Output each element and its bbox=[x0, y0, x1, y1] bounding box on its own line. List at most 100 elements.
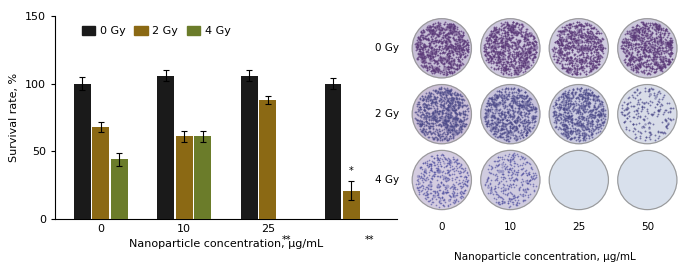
Point bbox=[621, 37, 632, 41]
Point bbox=[631, 63, 642, 68]
Point bbox=[563, 88, 574, 92]
Point bbox=[588, 115, 599, 119]
Point bbox=[568, 102, 579, 106]
Point bbox=[523, 111, 534, 115]
Text: 4 Gy: 4 Gy bbox=[375, 175, 399, 185]
Point bbox=[581, 136, 592, 140]
Point bbox=[649, 133, 660, 138]
Point bbox=[523, 39, 534, 44]
Point bbox=[421, 116, 432, 120]
Point bbox=[501, 67, 512, 71]
Point bbox=[513, 57, 524, 61]
Point bbox=[632, 62, 643, 66]
Point bbox=[446, 124, 457, 128]
Point bbox=[573, 50, 584, 54]
Point bbox=[454, 62, 465, 67]
Point bbox=[658, 26, 669, 30]
Point bbox=[576, 97, 587, 101]
Point bbox=[594, 115, 605, 119]
Point bbox=[514, 120, 525, 124]
Point bbox=[453, 106, 464, 110]
Point bbox=[575, 65, 586, 69]
Point bbox=[445, 130, 456, 134]
Point bbox=[445, 23, 456, 27]
Point bbox=[521, 107, 532, 111]
Point bbox=[438, 120, 449, 124]
Point bbox=[578, 124, 589, 128]
Point bbox=[582, 33, 593, 38]
Point bbox=[412, 52, 423, 56]
Point bbox=[585, 47, 596, 51]
Point bbox=[623, 61, 634, 65]
Point bbox=[660, 64, 671, 68]
Point bbox=[507, 89, 518, 94]
Point bbox=[584, 91, 595, 95]
Point bbox=[427, 88, 438, 92]
Point bbox=[434, 39, 445, 44]
Point bbox=[453, 103, 464, 107]
Point bbox=[453, 103, 464, 107]
Point bbox=[444, 120, 455, 124]
Point bbox=[647, 42, 658, 46]
Point bbox=[527, 124, 538, 129]
Point bbox=[562, 25, 573, 29]
Point bbox=[665, 118, 676, 122]
Point bbox=[434, 23, 445, 27]
Point bbox=[424, 64, 435, 68]
Point bbox=[666, 57, 677, 61]
Point bbox=[564, 65, 575, 70]
Point bbox=[508, 164, 519, 168]
Point bbox=[524, 128, 535, 132]
Point bbox=[573, 116, 584, 120]
Point bbox=[445, 65, 456, 69]
Point bbox=[444, 44, 455, 48]
Point bbox=[504, 38, 515, 42]
Point bbox=[516, 34, 527, 39]
Point bbox=[493, 195, 503, 199]
Point bbox=[556, 43, 566, 48]
Point bbox=[425, 98, 436, 103]
Point bbox=[518, 59, 529, 63]
Point bbox=[422, 55, 433, 59]
Point bbox=[551, 101, 562, 106]
Point bbox=[508, 97, 519, 102]
Point bbox=[499, 153, 510, 158]
Point bbox=[452, 131, 463, 136]
Point bbox=[501, 95, 512, 99]
Point bbox=[556, 64, 567, 68]
Point bbox=[483, 101, 494, 105]
Point bbox=[597, 49, 608, 54]
Point bbox=[508, 168, 519, 172]
Point bbox=[485, 164, 496, 168]
Point bbox=[501, 58, 512, 63]
Point bbox=[574, 23, 585, 27]
Point bbox=[645, 65, 656, 69]
Point bbox=[643, 26, 654, 30]
Point bbox=[419, 34, 430, 38]
Point bbox=[443, 38, 454, 42]
Point bbox=[495, 133, 506, 137]
Point bbox=[493, 201, 504, 205]
Point bbox=[507, 52, 518, 57]
Point bbox=[575, 48, 586, 52]
Point bbox=[435, 116, 446, 121]
Point bbox=[490, 98, 501, 103]
Point bbox=[484, 96, 495, 100]
Point bbox=[586, 35, 597, 40]
Point bbox=[568, 53, 579, 57]
Point bbox=[631, 26, 642, 30]
Point bbox=[510, 42, 521, 47]
Point bbox=[562, 118, 573, 122]
Point bbox=[424, 187, 435, 191]
Point bbox=[501, 137, 512, 141]
Point bbox=[566, 31, 577, 36]
Point bbox=[494, 57, 505, 61]
Point bbox=[577, 43, 588, 47]
Point bbox=[429, 51, 440, 55]
Point bbox=[505, 163, 516, 167]
Point bbox=[632, 57, 643, 62]
Point bbox=[580, 96, 590, 100]
Point bbox=[562, 114, 573, 118]
Point bbox=[506, 57, 516, 61]
Point bbox=[529, 52, 540, 56]
